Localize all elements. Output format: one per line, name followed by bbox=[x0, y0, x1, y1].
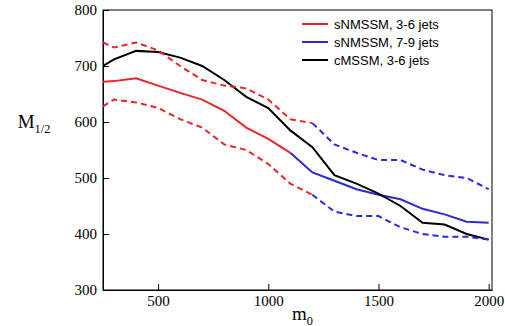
x-tick: 2000 bbox=[474, 284, 504, 309]
y-tick: 300 bbox=[75, 282, 110, 298]
y-tick: 400 bbox=[75, 226, 110, 242]
y-tick-label: 300 bbox=[75, 282, 98, 298]
legend-label: sNMSSM, 7-9 jets bbox=[334, 35, 439, 50]
y-tick: 800 bbox=[75, 2, 110, 18]
x-tick: 1000 bbox=[254, 284, 284, 309]
y-tick-mark bbox=[103, 234, 109, 235]
y-tick-label: 500 bbox=[75, 170, 98, 186]
x-label: m0 bbox=[292, 303, 313, 326]
y-tick-label: 700 bbox=[75, 58, 98, 74]
legend: sNMSSM, 3-6 jets sNMSSM, 7-9 jets cMSSM, 3… bbox=[302, 17, 439, 68]
x-tick-label: 1000 bbox=[254, 293, 284, 309]
y-tick-mark bbox=[103, 290, 109, 291]
y-tick-label: 400 bbox=[75, 226, 98, 242]
y-tick-mark bbox=[103, 122, 109, 123]
plot-lines bbox=[103, 42, 489, 239]
legend-swatch bbox=[302, 59, 328, 61]
y-tick-label: 600 bbox=[75, 114, 98, 130]
x-tick-label: 500 bbox=[147, 293, 170, 309]
y-tick: 600 bbox=[75, 114, 110, 130]
series-line bbox=[103, 42, 312, 123]
x-tick-mark bbox=[268, 284, 269, 290]
plot-frame bbox=[103, 10, 492, 290]
x-tick-mark bbox=[158, 284, 159, 290]
x-tick-mark bbox=[378, 284, 379, 290]
x-tick: 500 bbox=[147, 284, 170, 309]
legend-label: sNMSSM, 3-6 jets bbox=[334, 17, 439, 32]
series-line bbox=[103, 51, 489, 240]
y-axis: 300 400 500 600 700 800 bbox=[75, 2, 110, 298]
series-line bbox=[103, 100, 312, 195]
series-line bbox=[290, 153, 488, 223]
legend-swatch bbox=[302, 23, 328, 25]
legend-label: cMSSM, 3-6 jets bbox=[334, 53, 430, 68]
legend-swatch bbox=[302, 41, 328, 43]
y-tick-mark bbox=[103, 178, 109, 179]
x-tick: 1500 bbox=[364, 284, 394, 309]
chart: 500 1000 1500 2000 300 400 500 600 700 800 m0 M1/2 s… bbox=[0, 0, 505, 326]
y-label: M1/2 bbox=[18, 111, 51, 136]
series-line bbox=[103, 78, 290, 152]
y-axis-line bbox=[103, 11, 104, 291]
x-tick-mark bbox=[489, 284, 490, 290]
y-tick-mark bbox=[103, 10, 109, 11]
x-tick-label: 1500 bbox=[364, 293, 394, 309]
series-line bbox=[312, 123, 488, 189]
series-line bbox=[312, 195, 488, 240]
x-axis-line bbox=[104, 290, 493, 291]
y-tick: 500 bbox=[75, 170, 110, 186]
y-tick-label: 800 bbox=[75, 2, 98, 18]
x-tick-label: 2000 bbox=[474, 293, 504, 309]
